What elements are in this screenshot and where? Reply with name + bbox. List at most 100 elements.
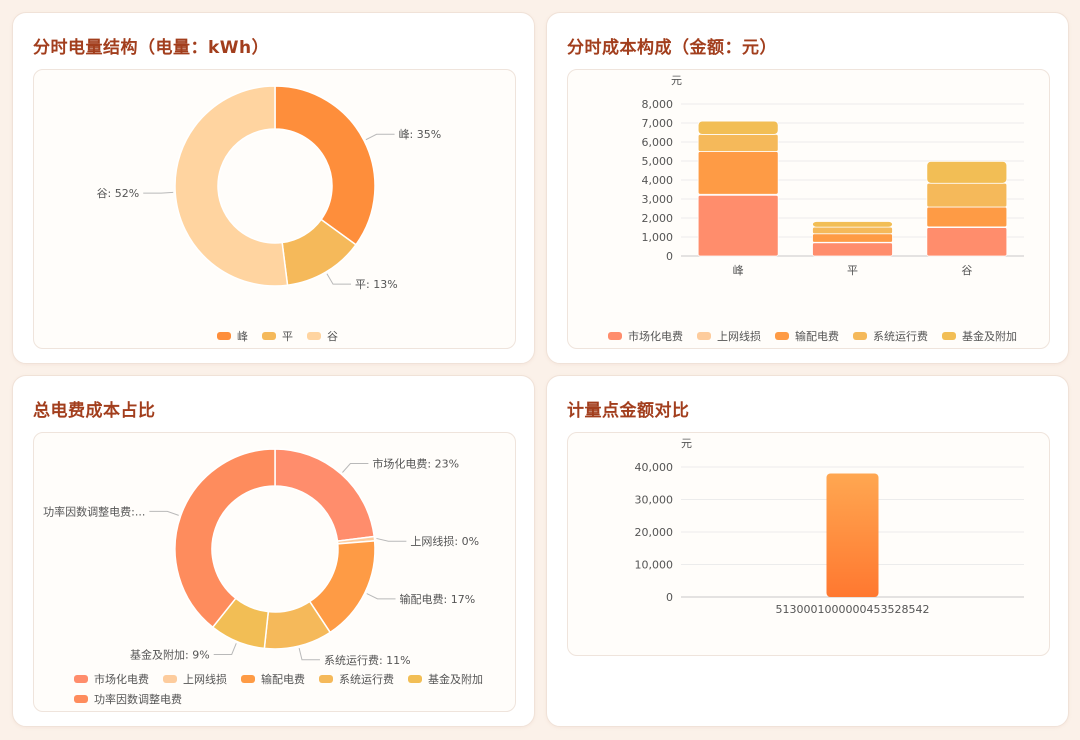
meter-compare-chart-area: 元 0 10,000 20,000 30,000 40,000 51300010000004…: [567, 432, 1050, 656]
cost-bar-segment[interactable]: [926, 206, 1008, 228]
cost-bar-segment[interactable]: [697, 120, 779, 135]
total-cost-chart-area: 市场化电费: 23% 上网线损: 0% 输配电费: 17% 系统运行费: 11% 基金及…: [33, 432, 516, 712]
cost-legend-label: 系统运行费: [873, 330, 928, 343]
total-cost-leader-line: [149, 510, 179, 516]
energy-legend-item[interactable]: 平: [262, 326, 293, 346]
meter-compare-chart: 元 0 10,000 20,000 30,000 40,000 51300010000004…: [635, 437, 1024, 616]
meter-compare-card: 计量点金额对比 元 0 10,000 20,000 30,000 40,000 513000…: [546, 375, 1069, 727]
total-cost-slice[interactable]: [174, 448, 276, 629]
cost-y-tick: 4,000: [642, 174, 674, 187]
total-cost-slice-label: 上网线损: 0%: [410, 534, 479, 548]
energy-slice[interactable]: [274, 85, 376, 246]
total-cost-leader-line: [342, 462, 369, 473]
meter-bar[interactable]: [826, 473, 879, 598]
total-cost-legend-label: 市场化电费: [94, 673, 149, 686]
total-cost-legend-item[interactable]: 输配电费: [241, 669, 305, 689]
cost-y-tick: 3,000: [642, 193, 674, 206]
energy-legend-swatch: [217, 332, 231, 340]
cost-legend-label: 基金及附加: [962, 330, 1017, 343]
total-cost-legend-swatch: [74, 675, 88, 683]
cost-legend-item[interactable]: 输配电费: [775, 326, 839, 346]
total-cost-legend-swatch: [319, 675, 333, 683]
total-cost-legend-item[interactable]: 功率因数调整电费: [74, 689, 182, 709]
total-cost-legend-label: 基金及附加: [428, 673, 483, 686]
total-cost-legend-item[interactable]: 基金及附加: [408, 669, 483, 689]
cost-bar-segment[interactable]: [812, 233, 893, 243]
energy-structure-chart: 峰: 35% 平: 13% 谷: 52%: [97, 85, 442, 291]
cost-y-unit: 元: [671, 74, 682, 87]
cost-bar-segment[interactable]: [926, 182, 1008, 208]
cost-y-tick: 7,000: [642, 117, 674, 130]
energy-leader-line: [365, 133, 395, 141]
energy-slice-label: 峰: 35%: [399, 128, 442, 141]
cost-legend-item[interactable]: 市场化电费: [608, 326, 683, 346]
cost-legend-item[interactable]: 上网线损: [697, 326, 761, 346]
cost-legend-swatch: [853, 332, 867, 340]
cost-y-tick: 0: [666, 250, 673, 263]
cost-y-tick: 1,000: [642, 231, 674, 244]
energy-legend-item[interactable]: 谷: [307, 326, 338, 346]
cost-legend-swatch: [608, 332, 622, 340]
total-cost-leader-line: [213, 643, 237, 655]
cost-legend-label: 市场化电费: [628, 330, 683, 343]
meter-compare-title: 计量点金额对比: [567, 401, 690, 421]
cost-bar-segment[interactable]: [812, 221, 893, 228]
total-cost-legend-label: 系统运行费: [339, 673, 394, 686]
cost-bar-segment[interactable]: [812, 242, 893, 257]
energy-leader-line: [143, 191, 174, 194]
cost-structure-legend: 市场化电费 上网线损 输配电费 系统运行费 基金及附加: [608, 326, 1048, 346]
total-cost-leader-line: [376, 537, 407, 542]
energy-structure-card: 分时电量结构（电量：kWh） 峰: 35% 平: 13% 谷: 52% 峰 平 谷: [12, 12, 535, 364]
total-cost-legend-label: 输配电费: [261, 673, 305, 686]
cost-bar-segment[interactable]: [697, 134, 779, 152]
total-cost-legend-swatch: [163, 675, 177, 683]
cost-legend-swatch: [775, 332, 789, 340]
cost-y-tick: 5,000: [642, 155, 674, 168]
energy-slice-label: 平: 13%: [355, 278, 398, 291]
energy-slice[interactable]: [174, 85, 289, 287]
total-cost-slice[interactable]: [274, 448, 376, 542]
total-cost-legend-item[interactable]: 上网线损: [163, 669, 227, 689]
meter-x-tick: 5130001000000453528542: [776, 603, 930, 616]
cost-legend-item[interactable]: 基金及附加: [942, 326, 1017, 346]
meter-y-tick: 30,000: [635, 494, 674, 507]
cost-legend-item[interactable]: 系统运行费: [853, 326, 928, 346]
total-cost-legend-label: 功率因数调整电费: [94, 693, 182, 706]
energy-legend-swatch: [262, 332, 276, 340]
cost-x-tick: 平: [847, 264, 858, 277]
total-cost-slice-label: 系统运行费: 11%: [324, 654, 411, 667]
total-cost-legend-item[interactable]: 系统运行费: [319, 669, 394, 689]
total-cost-title: 总电费成本占比: [33, 401, 156, 421]
meter-y-tick: 0: [666, 591, 673, 604]
cost-y-tick: 2,000: [642, 212, 674, 225]
total-cost-legend-label: 上网线损: [183, 673, 227, 686]
cost-structure-chart: 元 0 1,000 2,000 3,000 4,000 5,000 6,000 7,000 8,0…: [642, 74, 1024, 277]
cost-bar-segment[interactable]: [697, 151, 779, 195]
total-cost-legend-item[interactable]: 市场化电费: [74, 669, 149, 689]
meter-y-tick: 10,000: [635, 559, 674, 572]
meter-y-tick: 20,000: [635, 526, 674, 539]
cost-y-tick: 6,000: [642, 136, 674, 149]
cost-bar-segment[interactable]: [697, 194, 779, 257]
total-cost-legend-swatch: [241, 675, 255, 683]
energy-legend-swatch: [307, 332, 321, 340]
total-cost-slice-label: 基金及附加: 9%: [130, 647, 210, 661]
meter-y-unit: 元: [681, 437, 692, 450]
cost-structure-chart-area: 元 0 1,000 2,000 3,000 4,000 5,000 6,000 7,000 8,0…: [567, 69, 1050, 349]
energy-structure-chart-area: 峰: 35% 平: 13% 谷: 52% 峰 平 谷: [33, 69, 516, 349]
energy-legend-item[interactable]: 峰: [217, 326, 248, 346]
cost-legend-label: 输配电费: [795, 330, 839, 343]
total-cost-card: 总电费成本占比 市场化电费: 23% 上网线损: 0% 输配电费: 17% 系统运行费…: [12, 375, 535, 727]
total-cost-legend-swatch: [408, 675, 422, 683]
cost-structure-title: 分时成本构成（金额：元）: [567, 38, 777, 58]
energy-structure-title: 分时电量结构（电量：kWh）: [33, 38, 270, 58]
energy-leader-line: [326, 273, 352, 285]
cost-bar-segment[interactable]: [926, 227, 1008, 257]
cost-bar-segment[interactable]: [812, 226, 893, 235]
total-cost-slice-label: 市场化电费: 23%: [372, 456, 459, 470]
cost-y-tick: 8,000: [642, 98, 674, 111]
cost-legend-swatch: [942, 332, 956, 340]
total-cost-slice-label: 输配电费: 17%: [400, 592, 476, 606]
total-cost-leader-line: [366, 593, 396, 600]
cost-bar-segment[interactable]: [926, 160, 1008, 184]
